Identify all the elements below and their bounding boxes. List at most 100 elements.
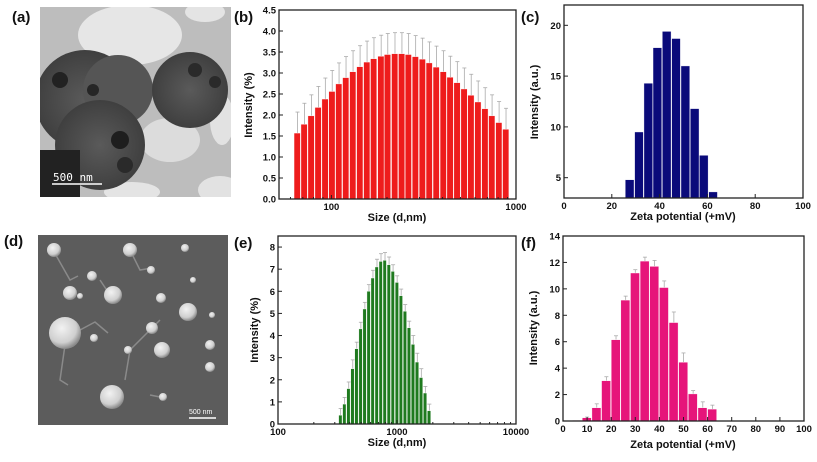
bar <box>427 410 431 425</box>
y-tick-label: 6 <box>555 337 560 348</box>
bar <box>620 299 631 422</box>
bar <box>398 295 403 425</box>
bar <box>370 58 378 200</box>
bar <box>662 31 672 199</box>
scale-bar-label-d: 500 nm <box>189 409 213 416</box>
bar <box>411 56 419 200</box>
bar <box>342 403 347 425</box>
plot-frame <box>278 9 517 200</box>
xlabel-f: Zeta potential (+mV) <box>630 439 736 451</box>
y-tick-label: 4.0 <box>263 27 276 38</box>
bar <box>411 344 415 425</box>
bar <box>625 179 635 199</box>
y-tick-label: 1.5 <box>263 132 277 143</box>
chart-b: 0.0 0.5 1.0 1.5 2.0 2.5 3.0 3.5 4.0 4.5 100 1000 <box>263 6 527 214</box>
x-tick-label: 50 <box>678 424 689 435</box>
bar <box>370 277 375 425</box>
y-tick-label: 3.5 <box>263 48 277 59</box>
bar <box>328 91 336 200</box>
bar <box>356 66 364 200</box>
ylabel-b: Intensity (%) <box>243 72 255 138</box>
x-tick-label: 10000 <box>503 427 529 438</box>
bar <box>307 115 315 200</box>
bar <box>342 77 350 200</box>
bar <box>678 361 688 422</box>
x-tick-label: 100 <box>795 201 811 212</box>
xlabel-c: Zeta potential (+mV) <box>630 211 736 223</box>
panel-label-a: (a) <box>12 9 30 26</box>
x-tick-label: 90 <box>775 424 786 435</box>
y-tick-label: 0 <box>270 420 275 431</box>
y-tick-label: 0.5 <box>263 174 277 185</box>
bar <box>649 266 660 422</box>
bar <box>495 122 503 200</box>
bar <box>680 65 690 199</box>
x-tick-label: 60 <box>702 201 713 212</box>
y-tick-label: 10 <box>549 284 560 295</box>
y-tick-label: 5 <box>556 173 562 184</box>
bar <box>697 407 708 422</box>
y-tick-label: 7 <box>270 265 275 276</box>
bar <box>394 282 399 425</box>
chart-f: 0 2 4 6 8 10 12 14 0 10 20 30 40 50 60 70 80 90 100 <box>549 232 812 436</box>
panel-label-f: (f) <box>521 235 536 252</box>
bar <box>668 322 679 422</box>
bar <box>403 311 407 425</box>
x-tick-label: 80 <box>751 424 762 435</box>
y-tick-label: 2.5 <box>263 90 277 101</box>
bar <box>671 38 681 199</box>
scale-bar-label-a: 500 nm <box>53 171 93 184</box>
bar <box>659 287 669 422</box>
y-tick-label: 8 <box>555 311 560 322</box>
x-tick-label: 0 <box>561 201 566 212</box>
bar <box>300 124 308 200</box>
x-tick-label: 100 <box>323 202 339 213</box>
x-tick-label: 20 <box>606 424 617 435</box>
x-tick-label: 1000 <box>386 427 407 438</box>
y-tick-label: 4 <box>555 364 561 375</box>
x-tick-label: 60 <box>702 424 713 435</box>
bar <box>321 98 329 200</box>
bar <box>460 88 468 200</box>
bar <box>377 56 385 200</box>
y-tick-label: 4.5 <box>263 6 277 17</box>
y-tick-label: 2.0 <box>263 111 276 122</box>
y-tick-label: 1.0 <box>263 153 276 164</box>
y-tick-label: 0 <box>555 417 560 428</box>
bar <box>707 408 717 422</box>
bar <box>699 155 709 199</box>
xlabel-e: Size (d,nm) <box>368 437 427 449</box>
bar <box>423 392 427 425</box>
bar <box>366 291 371 425</box>
bar <box>481 108 489 200</box>
bar <box>502 129 510 200</box>
bar <box>349 71 357 200</box>
chart-e: 0 1 2 3 4 5 6 7 8 100 1000 10000 <box>270 235 529 438</box>
bar <box>293 132 301 200</box>
ylabel-f: Intensity (a.u.) <box>528 290 540 365</box>
x-tick-label: 1000 <box>505 202 526 213</box>
y-tick-label: 2 <box>270 375 275 386</box>
panel-label-d: (d) <box>4 233 23 250</box>
panel-label-e: (e) <box>234 235 252 252</box>
y-tick-label: 2 <box>555 390 560 401</box>
panel-label-b: (b) <box>234 9 253 26</box>
bar <box>474 101 482 200</box>
x-tick-label: 100 <box>796 424 812 435</box>
bar <box>386 264 391 425</box>
bar <box>425 62 433 200</box>
x-tick-label: 80 <box>750 201 761 212</box>
x-tick-label: 0 <box>560 424 565 435</box>
bar <box>467 95 475 200</box>
bar <box>415 361 419 425</box>
bar <box>346 388 351 425</box>
bar <box>418 58 426 200</box>
plot-frame <box>563 4 804 199</box>
bar <box>354 348 359 425</box>
y-tick-label: 3.0 <box>263 69 276 80</box>
xlabel-b: Size (d,nm) <box>368 212 427 224</box>
bar <box>391 53 399 200</box>
bar <box>432 66 440 200</box>
bar <box>488 115 496 200</box>
